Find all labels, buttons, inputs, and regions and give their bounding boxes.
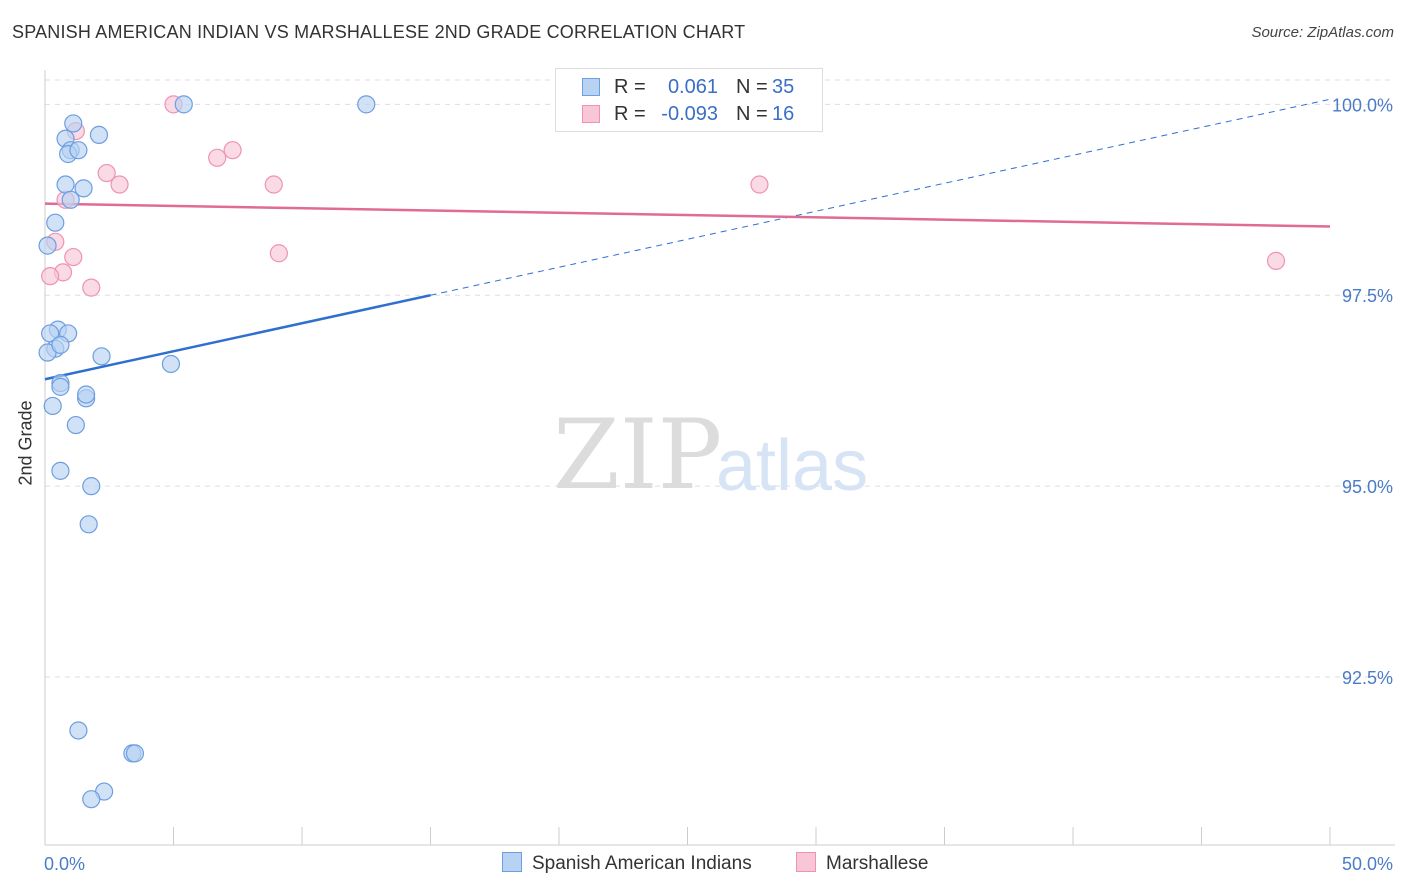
spanish-american-indian-point (46, 213, 65, 232)
n-label: N = (736, 76, 768, 98)
marshallese-point (264, 175, 283, 194)
spanish-american-indian-point (69, 721, 88, 740)
marshallese-point (97, 163, 116, 183)
spanish-american-indian-points (38, 95, 376, 809)
spanish-american-indian-point (51, 461, 70, 480)
legend-item-spanish-american-indians: Spanish American Indians (502, 852, 752, 876)
spanish-american-indian-point (357, 95, 376, 114)
marshallese-point (41, 267, 60, 286)
marshallese-point (1266, 251, 1286, 270)
stats-row-pink: R = -0.093 N = 16 (556, 101, 822, 127)
spanish-american-indian-point (74, 179, 93, 198)
spanish-american-indian-point (92, 347, 111, 366)
source-label: Source: ZipAtlas.com (1251, 24, 1394, 41)
marshallese-point (223, 141, 242, 160)
marshallese-point (82, 278, 101, 297)
spanish-american-indian-point (89, 125, 109, 145)
spanish-american-indian-point (66, 415, 85, 435)
y-tick-label: 92.5% (1342, 668, 1393, 688)
marshallese-point (208, 148, 227, 167)
spanish-american-indian-point (38, 236, 57, 255)
spanish-american-indian-point (161, 354, 181, 374)
blue-swatch (582, 78, 600, 96)
spanish-american-indian-point (64, 114, 83, 133)
trend-lines (44, 98, 1331, 381)
marshallese-point (750, 175, 769, 194)
y-tick-label: 95.0% (1342, 477, 1393, 497)
gridlines (45, 79, 1395, 678)
legend-label: Marshallese (826, 853, 929, 874)
tick-labels: 92.5% 95.0% 97.5% 100.0% 0.0% 50.0% (44, 95, 1393, 874)
watermark-atlas: atlas (716, 426, 868, 506)
x-tick-label: 50.0% (1342, 854, 1393, 874)
r-label: R = (614, 103, 646, 125)
stats-box: R = 0.061 N = 35 R = -0.093 N = 16 (555, 68, 823, 132)
n-label: N = (736, 103, 768, 125)
r-value: -0.093 (661, 103, 718, 125)
n-value: 16 (772, 103, 795, 125)
marshallese-point (110, 175, 129, 194)
spanish-american-indian-point (56, 175, 75, 194)
marshallese-point (64, 247, 83, 267)
r-label: R = (614, 76, 646, 98)
spanish-american-indian-point (69, 141, 88, 160)
spanish-american-indian-point (51, 335, 70, 354)
watermark-zip: ZIP (553, 399, 722, 511)
stats-row-blue: R = 0.061 N = 35 (556, 74, 822, 100)
y-tick-label: 100.0% (1332, 95, 1393, 115)
axes (44, 70, 1395, 846)
legend-swatch-pink (796, 852, 816, 872)
marshallese-point (269, 244, 288, 263)
pink-trend-line (44, 202, 1331, 228)
spanish-american-indian-point (43, 396, 62, 416)
spanish-american-indian-point (82, 790, 101, 809)
legend-swatch-blue (502, 852, 522, 872)
chart-title: SPANISH AMERICAN INDIAN VS MARSHALLESE 2… (12, 22, 746, 42)
y-axis-label: 2nd Grade (15, 400, 36, 486)
spanish-american-indian-point (79, 515, 98, 534)
spanish-american-indian-point (174, 95, 193, 114)
y-tick-label: 97.5% (1342, 286, 1393, 306)
x-tick-label: 0.0% (44, 854, 85, 874)
spanish-american-indian-point (51, 377, 70, 396)
r-value: 0.061 (667, 76, 718, 98)
spanish-american-indian-point (125, 744, 145, 763)
spanish-american-indian-point (77, 385, 96, 404)
watermark: ZIP atlas (553, 399, 868, 511)
legend-label: Spanish American Indians (532, 853, 752, 874)
legend-item-marshallese: Marshallese (796, 852, 928, 876)
spanish-american-indian-point (82, 477, 101, 496)
spanish-american-indian-point (61, 190, 80, 209)
blue-trend-line (44, 294, 431, 381)
n-value: 35 (772, 76, 795, 98)
pink-swatch (582, 105, 600, 123)
